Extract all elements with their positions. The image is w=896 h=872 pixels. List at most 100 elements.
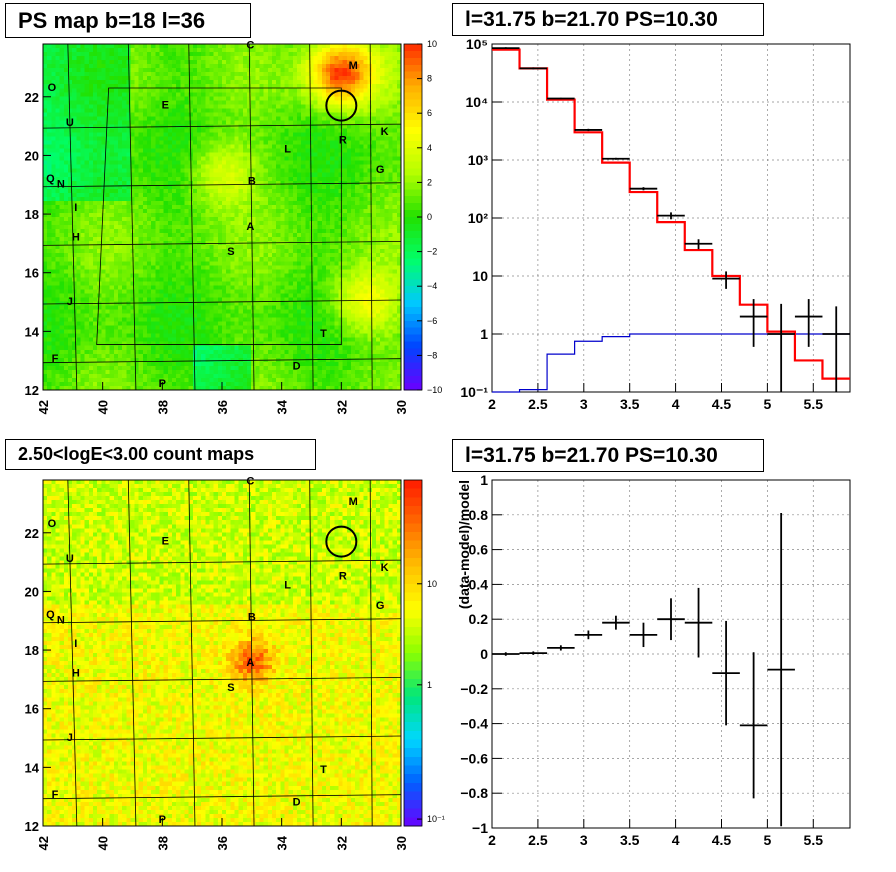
colorbar-segment xyxy=(404,627,422,637)
source-label-E: E xyxy=(162,100,169,112)
source-label-J: J xyxy=(67,732,73,744)
source-label-U: U xyxy=(66,117,74,129)
x-tick-label: 38 xyxy=(155,836,170,850)
colorbar-segment xyxy=(404,175,422,183)
source-label-R: R xyxy=(339,571,347,583)
colorbar-segment xyxy=(404,618,422,628)
x-tick-label: 4.5 xyxy=(712,832,732,848)
y-tick-label: 14 xyxy=(25,324,40,339)
colorbar-tick-label: 6 xyxy=(427,108,432,118)
colorbar-tick-label: 10 xyxy=(427,39,437,49)
colorbar-segment xyxy=(404,106,422,114)
colorbar-segment xyxy=(404,362,422,370)
colorbar-segment xyxy=(404,196,422,204)
count-colorbar: 10 1 10⁻¹ xyxy=(403,479,445,827)
source-label-M: M xyxy=(349,60,358,72)
colorbar-segment xyxy=(404,57,422,66)
colorbar-segment xyxy=(404,44,422,52)
source-label-K: K xyxy=(381,126,389,138)
colorbar-segment xyxy=(404,230,422,239)
source-label-N: N xyxy=(57,615,65,627)
source-label-K: K xyxy=(381,562,389,574)
x-tick-label: 3 xyxy=(580,396,588,412)
y-tick-label: 10 xyxy=(472,268,488,284)
colorbar-tick-label: −10 xyxy=(427,385,442,395)
colorbar-segment xyxy=(404,696,422,706)
meridian-line xyxy=(309,479,314,827)
point-source-circle xyxy=(325,89,358,122)
colorbar-segment xyxy=(404,120,422,128)
y-tick-label: 10² xyxy=(468,210,489,226)
colorbar-segment xyxy=(404,182,422,190)
background-model-line xyxy=(492,333,850,393)
colorbar-segment xyxy=(404,670,422,680)
y-tick-label: 16 xyxy=(25,702,39,717)
source-label-A: A xyxy=(246,657,254,669)
colorbar-segment xyxy=(404,161,422,170)
y-tick-label: −0.2 xyxy=(460,681,488,697)
colorbar-segment xyxy=(404,791,422,801)
count-map-title: 2.50<logE<3.00 count maps xyxy=(5,439,316,470)
x-tick-label: 2.5 xyxy=(528,396,548,412)
colorbar-segment xyxy=(404,127,422,135)
meridian-line xyxy=(248,479,255,827)
colorbar-segment xyxy=(404,540,422,550)
ps-colorbar: 10 8 6 4 2 0 −2 −4 −6 −8 −10 xyxy=(403,39,442,395)
count-map-cells xyxy=(43,480,402,827)
total-model-line xyxy=(492,48,850,380)
x-tick-label: 32 xyxy=(334,836,349,850)
source-label-S: S xyxy=(227,682,234,694)
colorbar-segment xyxy=(404,71,422,80)
y-tick-label: 10⁵ xyxy=(466,36,488,52)
y-axis-label: (data-model)/model xyxy=(456,480,472,609)
x-tick-label: 30 xyxy=(394,400,409,414)
colorbar-segment xyxy=(404,722,422,732)
colorbar-segment xyxy=(404,704,422,715)
source-label-G: G xyxy=(376,164,385,176)
source-label-B: B xyxy=(248,612,256,624)
colorbar-segment xyxy=(404,739,422,749)
meridian-line xyxy=(67,479,78,827)
x-tick-label: 36 xyxy=(215,400,230,414)
x-tick-label: 40 xyxy=(96,400,111,414)
source-label-F: F xyxy=(52,789,59,801)
colorbar-segment xyxy=(404,320,422,329)
colorbar-tick-label: 1 xyxy=(427,680,432,690)
colorbar-segment xyxy=(404,583,422,593)
colorbar-segment xyxy=(404,286,422,294)
colorbar-segment xyxy=(404,341,422,349)
source-label-I: I xyxy=(74,202,77,214)
x-tick-label: 2.5 xyxy=(528,832,548,848)
x-tick-label: 32 xyxy=(334,400,349,414)
colorbar-segment xyxy=(404,383,422,391)
source-label-J: J xyxy=(67,296,73,308)
colorbar-segment xyxy=(404,661,422,671)
source-label-M: M xyxy=(349,496,358,508)
colorbar-segment xyxy=(404,348,422,356)
colorbar-segment xyxy=(404,609,422,619)
meridian-line xyxy=(309,43,314,391)
y-tick-label: 12 xyxy=(25,383,39,398)
y-tick-label: 0.8 xyxy=(469,507,489,523)
parallel-line xyxy=(42,794,402,800)
y-tick-label: 22 xyxy=(25,526,39,541)
x-tick-label: 42 xyxy=(36,400,51,414)
colorbar-segment xyxy=(404,293,422,301)
y-tick-label: −0.6 xyxy=(460,750,488,766)
colorbar-segment xyxy=(404,306,422,315)
colorbar-segment xyxy=(404,678,422,689)
colorbar-segment xyxy=(404,168,422,176)
colorbar-segment xyxy=(404,730,422,740)
source-label-I: I xyxy=(74,638,77,650)
y-tick-label: −0.8 xyxy=(460,785,488,801)
meridian-line xyxy=(369,479,373,827)
source-label-L: L xyxy=(284,143,291,155)
y-tick-label: 10⁴ xyxy=(466,94,489,110)
y-tick-label: 0.6 xyxy=(469,542,489,558)
count-map: 42 40 38 36 34 32 30 12 14 16 18 20 22 C M O E U K L R G Q N B I A… xyxy=(25,475,409,850)
y-tick-label: 14 xyxy=(25,760,40,775)
colorbar-segment xyxy=(404,713,422,723)
source-label-C: C xyxy=(246,39,254,51)
parallel-line xyxy=(42,559,402,565)
source-label-S: S xyxy=(227,246,234,258)
